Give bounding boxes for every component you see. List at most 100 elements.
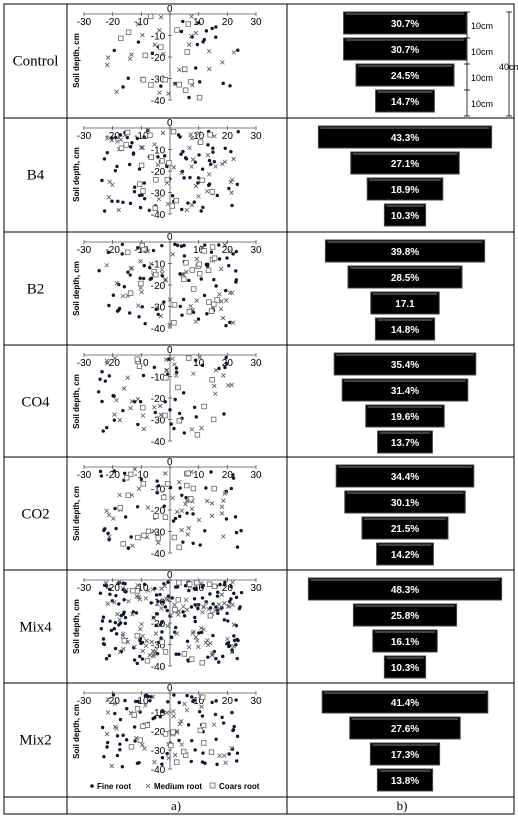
distribution-bar	[343, 11, 467, 35]
fine-root-point	[148, 698, 152, 703]
x-tick-label: -10	[134, 358, 149, 369]
distribution-bar	[374, 317, 436, 341]
medium-root-point	[206, 48, 212, 54]
fine-root-point	[217, 366, 221, 371]
fine-root-point	[174, 370, 179, 374]
fine-root-point	[194, 66, 198, 70]
fine-root-point	[175, 243, 180, 248]
fine-root-point	[230, 710, 234, 715]
medium-root-point	[151, 615, 156, 620]
fine-root-point	[100, 370, 104, 374]
medium-root-point	[189, 135, 195, 141]
distribution-funnel: 34.4% 30.1% 21.5% 14.2%	[335, 464, 475, 566]
fine-root-point	[139, 641, 143, 646]
fine-root-point	[209, 250, 214, 254]
fine-root-point	[192, 200, 196, 204]
fine-root-point	[217, 257, 222, 261]
fine-root-point	[140, 657, 145, 661]
fine-root-point	[231, 476, 236, 480]
distribution-bar	[377, 430, 433, 454]
medium-root-point	[173, 373, 179, 378]
fine-root-point	[142, 196, 147, 201]
medium-root-point	[209, 652, 215, 658]
coarse-root-point	[175, 597, 181, 603]
fine-root-point	[120, 242, 125, 247]
fine-root-point	[107, 303, 111, 308]
distribution-bar	[366, 177, 444, 201]
scatter-points	[98, 466, 243, 551]
scatter-plot: -30 -20 -10 10 20 30 0 -10 -20 -30 -40 Soil depth, …	[72, 683, 262, 776]
fine-root-point	[192, 698, 196, 703]
medium-root-point	[120, 631, 126, 637]
medium-root-point	[128, 405, 133, 411]
fine-root-point	[136, 246, 140, 250]
medium-root-point	[179, 508, 185, 513]
fine-root-point	[213, 712, 218, 717]
medium-root-point	[195, 644, 201, 650]
coarse-root-point	[117, 505, 123, 511]
coarse-root-point	[124, 129, 131, 136]
coarse-root-point	[138, 162, 145, 169]
fine-root-point	[198, 80, 202, 84]
medium-root-point	[228, 179, 234, 185]
fine-root-point	[153, 586, 157, 591]
distribution-funnel: 35.4% 31.4% 19.6% 13.7%	[333, 352, 477, 454]
coarse-root-point	[185, 355, 192, 361]
medium-root-point	[105, 601, 110, 606]
medium-root-point	[172, 602, 177, 608]
fine-root-point	[136, 699, 140, 704]
fine-root-point	[220, 606, 224, 610]
coarse-root-point	[190, 485, 197, 492]
fine-root-point	[142, 263, 146, 268]
distribution-bar	[372, 629, 438, 653]
distribution-bar-label: 39.8%	[391, 247, 419, 258]
fine-root-point	[212, 159, 217, 164]
fine-root-point	[187, 95, 191, 100]
medium-root-point	[138, 285, 143, 291]
coarse-root-point	[188, 496, 194, 502]
x-tick-label: -10	[134, 17, 149, 28]
fine-root-point	[128, 273, 132, 277]
medium-root-point	[222, 242, 228, 247]
y-tick-label: -30	[151, 189, 166, 200]
fine-root-point	[201, 205, 205, 209]
x-tick-label: -20	[105, 696, 120, 707]
medium-root-point	[143, 703, 148, 708]
medium-root-point	[187, 145, 192, 151]
medium-root-point	[104, 508, 109, 514]
fine-root-point	[106, 250, 111, 255]
distribution-bar	[355, 63, 455, 87]
fine-root-point	[168, 408, 172, 412]
column-label-b: b)	[397, 798, 408, 813]
distribution-bar-label: 30.1%	[391, 498, 419, 509]
fine-root-point	[143, 321, 147, 326]
fine-root-point	[181, 610, 185, 614]
fine-root-point	[137, 315, 141, 319]
fine-root-point	[149, 276, 154, 281]
coarse-root-point	[201, 248, 207, 254]
fine-root-point	[153, 410, 158, 415]
fine-root-point	[121, 733, 125, 737]
medium-root-point	[136, 486, 142, 491]
fine-root-point	[151, 248, 156, 253]
medium-root-point	[164, 596, 169, 601]
fine-root-point	[104, 657, 109, 661]
fine-root-point	[169, 422, 173, 426]
medium-root-point	[218, 266, 224, 272]
fine-root-point	[170, 194, 175, 198]
fine-root-point	[96, 390, 101, 394]
medium-root-point	[165, 201, 171, 207]
medium-root-point	[125, 375, 130, 381]
coarse-root-point	[159, 639, 165, 645]
coarse-root-point	[140, 723, 146, 729]
medium-root-point	[166, 755, 171, 761]
y-axis-label: Soil depth, cm	[72, 261, 81, 316]
fine-root-point	[190, 695, 194, 699]
medium-root-point	[115, 139, 120, 144]
fine-root-point	[122, 284, 127, 289]
distribution-bar-label: 10.3%	[391, 663, 419, 674]
x-tick-label: 30	[250, 17, 262, 28]
medium-root-point	[201, 627, 206, 632]
fine-root-point	[169, 635, 174, 640]
fine-root-point	[130, 141, 134, 145]
